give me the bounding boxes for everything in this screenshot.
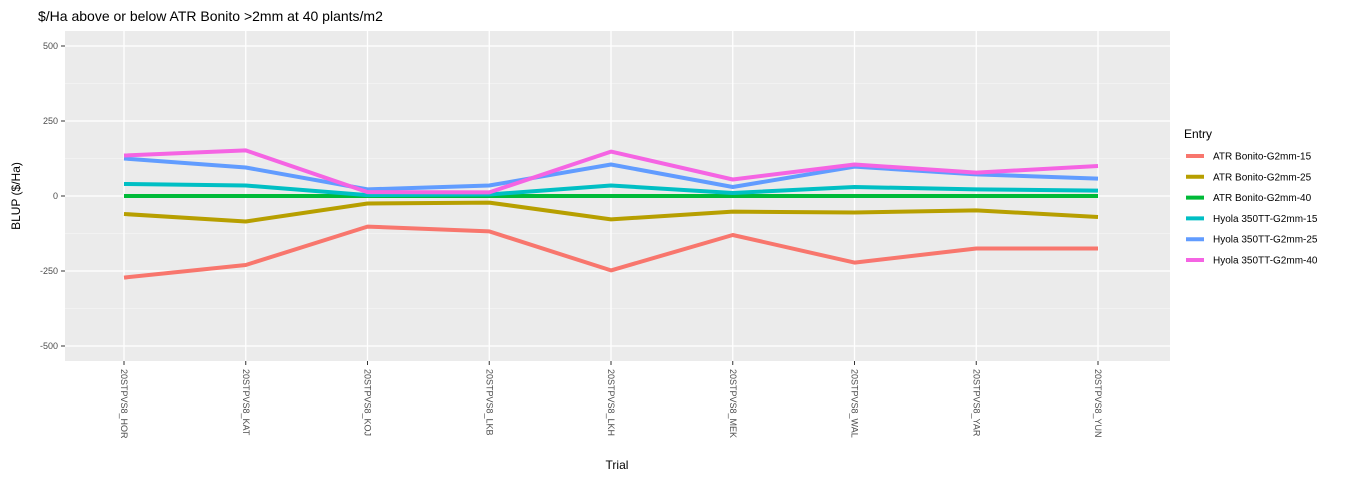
y-axis: 500 250 0 -250 -500 [40,41,65,351]
x-tick-label: 20STPVS8_LKH [606,369,616,436]
x-axis: 20STPVS8_HOR 20STPVS8_KAT 20STPVS8_KOJ 20ST… [119,361,1103,439]
legend-label: Hyola 350TT-G2mm-40 [1213,256,1318,267]
x-tick-label: 20STPVS8_MEK [728,369,738,438]
x-tick-label: 20STPVS8_LKB [484,369,494,436]
series-line [123,148,1099,195]
y-tick-label: 500 [43,41,58,51]
x-tick-label: 20STPVS8_HOR [119,369,129,439]
x-tick-label: 20STPVS8_KAT [241,369,251,436]
series-line [123,200,1099,224]
legend: Entry ATR Bonito-G2mm-15 ATR Bonito-G2mm-… [1184,127,1318,267]
series-line [123,182,1099,198]
y-tick-label: -250 [40,266,58,276]
legend-label: Hyola 350TT-G2mm-15 [1213,214,1318,225]
series-lines [123,148,1099,280]
y-axis-title: BLUP ($/Ha) [9,162,23,230]
chart-title: $/Ha above or below ATR Bonito >2mm at 4… [38,8,383,24]
series-line [123,224,1098,280]
y-tick-label: 0 [53,191,58,201]
x-tick-label: 20STPVS8_YUN [1093,369,1103,438]
legend-label: ATR Bonito-G2mm-40 [1213,193,1312,204]
y-tick-label: -500 [40,341,58,351]
legend-title: Entry [1184,127,1212,141]
y-tick-label: 250 [43,116,58,126]
x-tick-label: 20STPVS8_WAL [850,369,860,438]
legend-label: ATR Bonito-G2mm-15 [1213,152,1312,163]
x-tick-label: 20STPVS8_YAR [971,369,981,437]
x-axis-title: Trial [606,458,629,472]
legend-label: Hyola 350TT-G2mm-25 [1213,235,1318,246]
legend-label: ATR Bonito-G2mm-25 [1213,172,1312,183]
x-tick-label: 20STPVS8_KOJ [363,369,373,436]
